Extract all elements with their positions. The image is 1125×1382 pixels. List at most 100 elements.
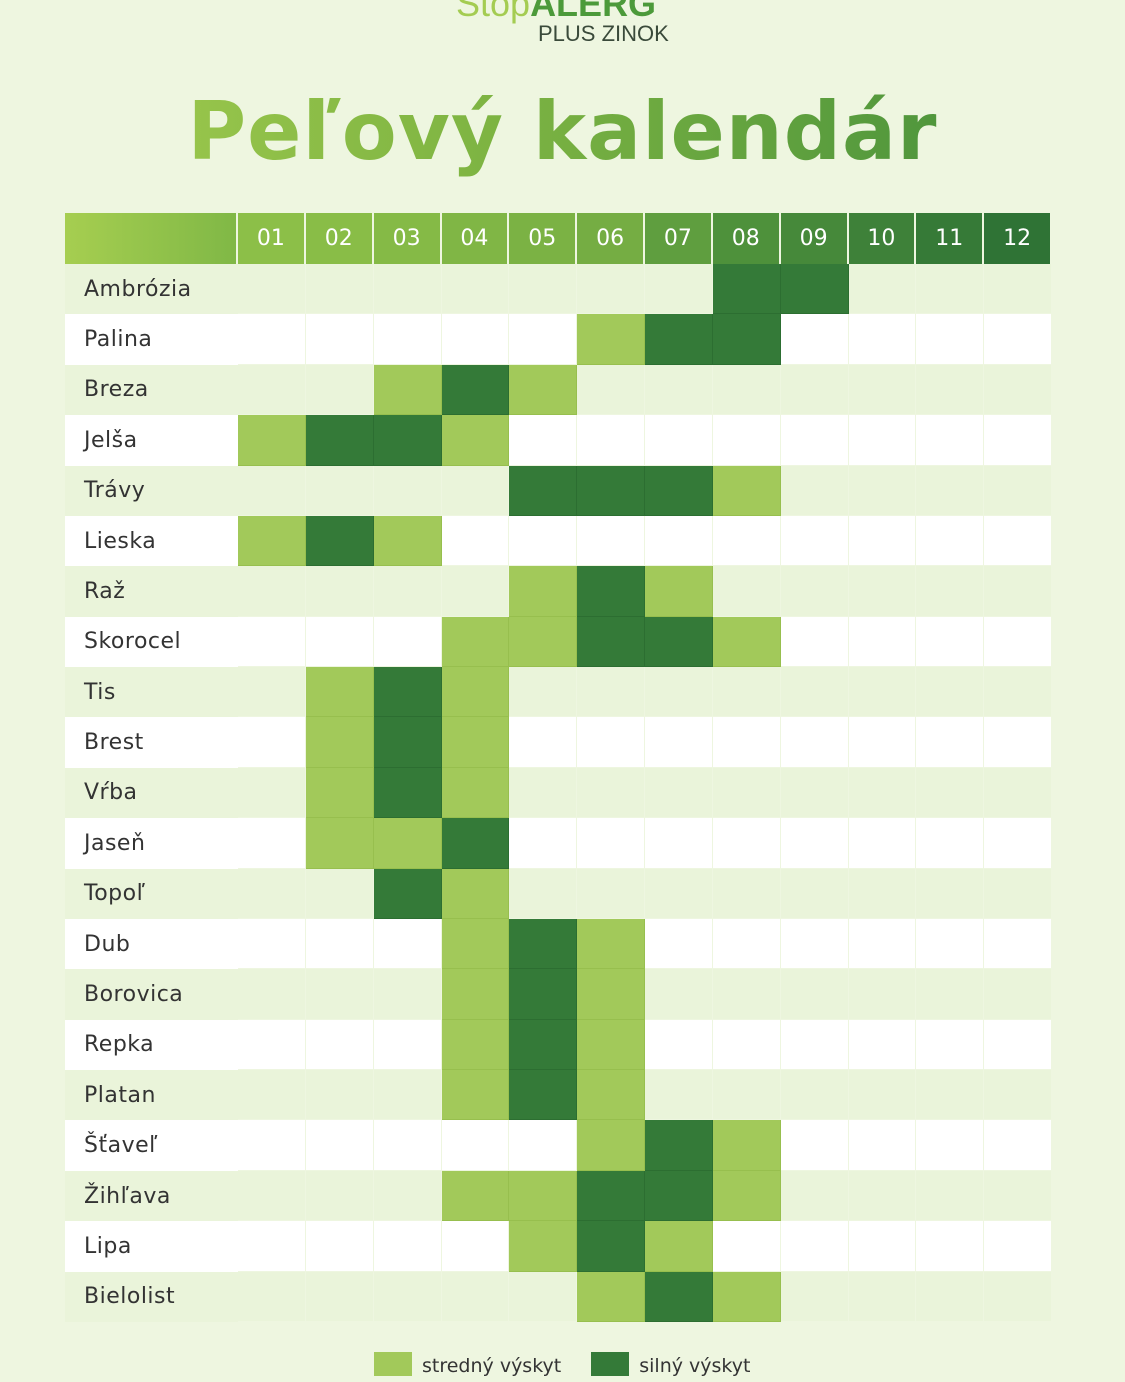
medium-occurrence-cell [712,1170,781,1222]
legend-item-medium: stredný výskyt [374,1352,561,1378]
empty-cell [916,918,985,970]
empty-cell [373,1120,442,1171]
empty-cell [238,969,306,1020]
empty-cell [984,1019,1052,1071]
medium-occurrence-cell [373,515,442,567]
logo-stop-text: Stop [456,0,531,24]
empty-cell [577,818,645,869]
empty-cell [373,969,442,1020]
header-corner-cell [65,213,238,264]
empty-cell [848,1221,917,1272]
empty-cell [305,1170,374,1222]
pollen-calendar-table: 01 02 03 04 05 06 07 08 09 10 11 12 Ambrózia Palina Br… [65,213,1052,1322]
plant-label: Trávy [65,465,238,516]
empty-cell [373,616,442,668]
empty-cell [509,717,578,768]
empty-cell [373,1221,442,1272]
empty-cell [577,667,645,718]
empty-cell [984,918,1052,970]
medium-occurrence-cell [441,868,510,919]
empty-cell [916,818,985,869]
empty-cell [916,767,985,819]
logo-alerg-text: ALERG [530,0,657,24]
empty-cell [305,465,374,516]
empty-cell [916,1070,985,1121]
empty-cell [848,465,917,516]
strong-occurrence-cell [577,1170,645,1222]
empty-cell [509,767,578,819]
legend-label-medium: stredný výskyt [422,1355,562,1377]
empty-cell [238,818,306,869]
empty-cell [373,566,442,617]
empty-cell [645,364,713,416]
plant-label: Lipa [65,1221,238,1272]
medium-occurrence-cell [238,415,306,466]
empty-cell [373,314,442,365]
empty-cell [848,566,917,617]
empty-cell [373,1271,442,1322]
empty-cell [848,1271,917,1322]
empty-cell [645,717,713,768]
empty-cell [916,314,985,365]
empty-cell [780,415,849,466]
month-header-09: 09 [780,213,849,264]
empty-cell [984,415,1052,466]
empty-cell [916,1271,985,1322]
empty-cell [916,717,985,768]
strong-occurrence-cell [577,1221,645,1272]
logo-subtitle: PLUS ZINOK [538,21,669,46]
medium-occurrence-cell [441,616,510,668]
strong-occurrence-cell [645,616,713,668]
medium-occurrence-cell [577,1120,645,1171]
empty-cell [916,515,985,567]
legend-swatch-strong [591,1352,630,1376]
medium-occurrence-cell [577,969,645,1020]
month-header-01: 01 [238,213,306,264]
empty-cell [712,566,781,617]
empty-cell [238,1120,306,1171]
empty-cell [645,818,713,869]
empty-cell [373,465,442,516]
month-header-07: 07 [645,213,713,264]
empty-cell [305,868,374,919]
empty-cell [441,515,510,567]
empty-cell [984,969,1052,1020]
plant-label: Brest [65,717,238,768]
empty-cell [645,1070,713,1121]
empty-cell [780,767,849,819]
strong-occurrence-cell [780,264,849,315]
page-title: Peľový kalendár [0,84,1125,180]
empty-cell [848,1170,917,1222]
medium-occurrence-cell [373,818,442,869]
empty-cell [780,667,849,718]
empty-cell [238,1019,306,1071]
empty-cell [441,1221,510,1272]
empty-cell [577,868,645,919]
empty-cell [712,1221,781,1272]
empty-cell [780,1070,849,1121]
empty-cell [916,616,985,668]
plant-label: Jelša [65,415,238,466]
empty-cell [848,616,917,668]
empty-cell [509,868,578,919]
empty-cell [712,717,781,768]
strong-occurrence-cell [373,767,442,819]
empty-cell [441,314,510,365]
empty-cell [848,868,917,919]
empty-cell [645,969,713,1020]
empty-cell [645,264,713,315]
empty-cell [780,717,849,768]
empty-cell [984,1170,1052,1222]
empty-cell [712,868,781,919]
empty-cell [509,515,578,567]
empty-cell [984,616,1052,668]
empty-cell [577,264,645,315]
empty-cell [780,918,849,970]
empty-cell [577,767,645,819]
empty-cell [305,1221,374,1272]
empty-cell [238,264,306,315]
empty-cell [916,868,985,919]
empty-cell [305,364,374,416]
strong-occurrence-cell [509,1070,578,1121]
medium-occurrence-cell [577,1019,645,1071]
